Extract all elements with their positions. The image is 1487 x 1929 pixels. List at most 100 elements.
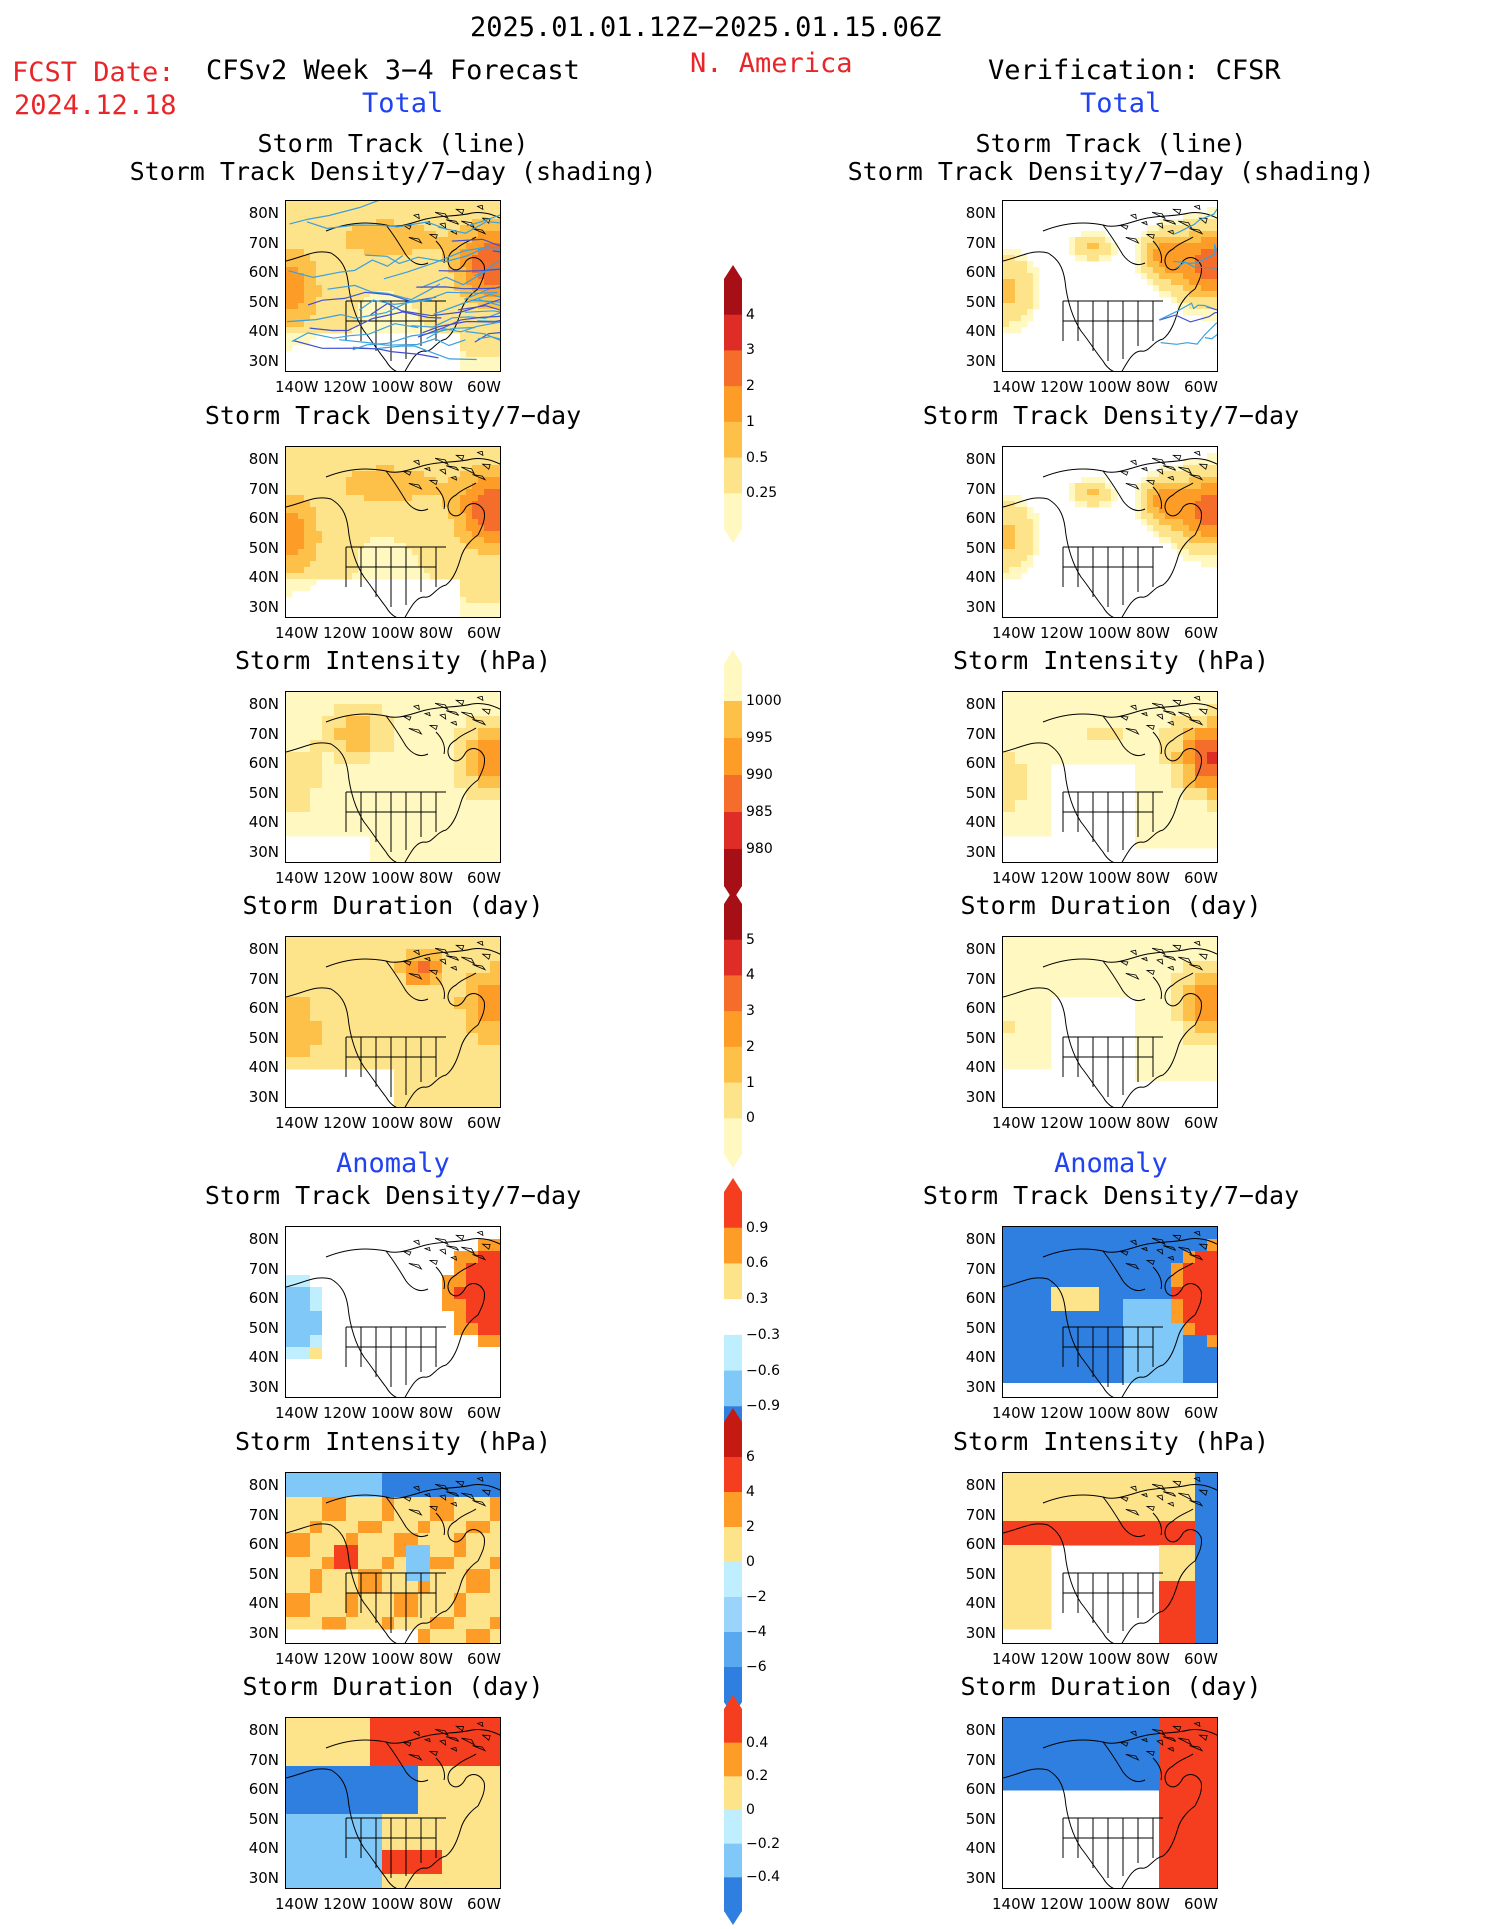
right-map-canvas-5 <box>1003 1227 1217 1397</box>
right-map-7-lat-label: 40N <box>965 1839 996 1857</box>
right-map-2-lon-label: 120W <box>1040 624 1084 642</box>
left-map-2-lon-label: 100W <box>371 624 415 642</box>
right-map-6-lon-label: 60W <box>1184 1650 1218 1668</box>
left-map-frame-1 <box>285 200 501 372</box>
left-map-2-lon-label: 80W <box>419 624 453 642</box>
colorbar-tick-label: 0.9 <box>746 1219 769 1236</box>
left-map-3-lat-label: 30N <box>248 842 279 861</box>
left-map-4-lat-label: 70N <box>248 969 279 988</box>
right-map-4-lon-label: 140W <box>992 1114 1036 1132</box>
right-map-4-lat-label: 70N <box>965 969 996 988</box>
right-map-4-lat-label: 80N <box>965 940 996 958</box>
right-map-4-lon-label: 120W <box>1040 1114 1084 1132</box>
left-map-6-lon-label: 80W <box>419 1650 453 1668</box>
left-map-4-lon-label: 140W <box>275 1114 319 1132</box>
left-map-1-lat-label: 80N <box>248 204 279 222</box>
left-map-3-lon-label: 100W <box>371 869 415 887</box>
colorbar-tick-label: −0.4 <box>746 1869 780 1886</box>
left-map-2-lat-label: 40N <box>248 568 279 586</box>
colorbar-tick-label: 3 <box>746 342 755 359</box>
left-panel-title-3: Storm Intensity (hPa) <box>93 647 693 675</box>
left-map-3-lat-label: 80N <box>248 695 279 713</box>
left-map-canvas-2 <box>286 447 500 617</box>
right-map-3-lat-label: 50N <box>965 783 996 802</box>
left-map-7-lon-label: 60W <box>467 1895 501 1913</box>
right-map-canvas-7 <box>1003 1718 1217 1888</box>
right-map-1-lon-label: 140W <box>992 378 1036 396</box>
colorbar-tick-label: 995 <box>746 730 773 746</box>
right-panel-title-7: Storm Duration (day) <box>811 1673 1411 1701</box>
left-map-4-lat-label: 60N <box>248 999 279 1017</box>
right-map-6-lon-label: 120W <box>1040 1650 1084 1668</box>
colorbar-tick-label: −0.2 <box>746 1835 780 1852</box>
right-map-1-lat-label: 40N <box>965 322 996 340</box>
colorbar-tick-label: 0 <box>746 1110 755 1127</box>
right-panel-title-line2-5: Storm Track Density/7−day <box>922 1181 1300 1210</box>
right-map-6-lat-label: 80N <box>965 1476 996 1494</box>
right-map-1-lat-label: 30N <box>965 351 996 370</box>
right-map-5-lon-label: 80W <box>1136 1404 1170 1422</box>
colorbar-tick-label: −0.3 <box>746 1326 780 1343</box>
model-title: CFSv2 Week 3−4 Forecast <box>206 55 580 86</box>
verification-title: Verification: CFSR <box>988 55 1281 86</box>
left-panel-title-6: Storm Intensity (hPa) <box>93 1428 693 1456</box>
left-map-1-lon-label: 60W <box>467 378 501 396</box>
left-map-4-lat-label: 40N <box>248 1058 279 1076</box>
right-map-canvas-6 <box>1003 1473 1217 1643</box>
left-map-4-lon-label: 100W <box>371 1114 415 1132</box>
colorbar-tick-label: 0.4 <box>746 1734 769 1751</box>
fcst-date-label: FCST Date: <box>12 57 175 88</box>
right-map-6-lat-label: 60N <box>965 1535 996 1553</box>
left-panel-title-line2-6: Storm Intensity (hPa) <box>234 1427 552 1456</box>
right-map-5-lat-label: 60N <box>965 1289 996 1307</box>
colorbar-tick-label: 2 <box>746 378 755 395</box>
left-map-7-lat-label: 80N <box>248 1721 279 1739</box>
left-map-4-lat-label: 30N <box>248 1087 279 1106</box>
left-map-4-lon-label: 60W <box>467 1114 501 1132</box>
colorbar-tick-label: 4 <box>746 306 755 323</box>
left-map-1-lon-label: 80W <box>419 378 453 396</box>
left-map-3-lat-label: 50N <box>248 783 279 802</box>
colorbar-tick-label: 1000 <box>746 693 782 709</box>
right-map-3-lon-label: 140W <box>992 869 1036 887</box>
left-panel-title-line2-4: Storm Duration (day) <box>242 891 544 920</box>
right-total-label: Total <box>1080 88 1162 119</box>
left-map-frame-4 <box>285 936 501 1108</box>
left-map-3-lat-label: 60N <box>248 754 279 772</box>
right-anomaly-label: Anomaly <box>1054 1148 1168 1179</box>
right-map-canvas-2 <box>1003 450 1217 617</box>
right-map-3-lon-label: 80W <box>1136 869 1170 887</box>
right-map-6-lat-label: 40N <box>965 1594 996 1612</box>
right-map-5-lat-label: 70N <box>965 1259 996 1278</box>
right-map-4-lat-label: 60N <box>965 999 996 1017</box>
right-map-canvas-3 <box>1003 692 1217 862</box>
right-panel-title-line2-7: Storm Duration (day) <box>960 1672 1262 1701</box>
right-map-2-lon-label: 60W <box>1184 624 1218 642</box>
left-map-4-lat-label: 80N <box>248 940 279 958</box>
left-map-canvas-1 <box>286 201 500 371</box>
right-map-5-lon-label: 100W <box>1088 1404 1132 1422</box>
left-map-1-lat-label: 50N <box>248 292 279 311</box>
left-map-frame-7 <box>285 1717 501 1889</box>
right-map-5-lat-label: 50N <box>965 1318 996 1337</box>
right-map-1-lon-label: 80W <box>1136 378 1170 396</box>
left-map-6-lat-label: 50N <box>248 1564 279 1583</box>
left-map-2-lat-label: 70N <box>248 479 279 498</box>
left-map-6-lat-label: 60N <box>248 1535 279 1553</box>
left-map-canvas-4 <box>286 937 500 1107</box>
left-map-7-lon-label: 120W <box>323 1895 367 1913</box>
colorbar-tick-label: −2 <box>746 1589 767 1605</box>
colorbar-tick-label: 0 <box>746 1554 755 1570</box>
right-map-6-lon-label: 100W <box>1088 1650 1132 1668</box>
left-map-3-lat-label: 40N <box>248 813 279 831</box>
right-map-2-lat-label: 40N <box>965 568 996 586</box>
colorbar-tick-label: 0.2 <box>746 1768 769 1785</box>
left-map-4-lat-label: 50N <box>248 1028 279 1047</box>
left-map-5-lat-label: 60N <box>248 1289 279 1307</box>
left-map-2-lat-label: 50N <box>248 538 279 557</box>
right-map-6-lat-label: 30N <box>965 1623 996 1642</box>
right-panel-title-line2-3: Storm Intensity (hPa) <box>952 646 1270 675</box>
left-map-6-lat-label: 40N <box>248 1594 279 1612</box>
left-map-1-lat-label: 40N <box>248 322 279 340</box>
colorbar-tick-label: −6 <box>746 1659 767 1675</box>
